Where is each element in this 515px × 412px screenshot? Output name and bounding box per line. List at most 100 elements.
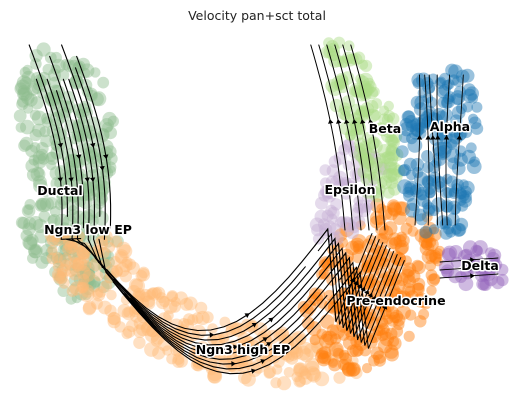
cell-point <box>377 144 392 158</box>
cell-point <box>19 76 33 91</box>
cell-point <box>319 185 332 198</box>
cell-point <box>366 136 380 150</box>
cell-point <box>82 275 93 286</box>
cell-point <box>155 295 170 310</box>
cell-point <box>146 287 159 300</box>
cell-point <box>311 341 323 354</box>
cell-point <box>420 238 433 251</box>
velocity-arrow-head <box>367 292 373 298</box>
cell-point <box>471 101 483 113</box>
cell-point <box>456 200 469 212</box>
cell-point <box>350 335 363 348</box>
cell-point <box>347 216 361 230</box>
cell-point <box>431 175 446 190</box>
cell-point <box>298 370 313 385</box>
cell-point <box>385 347 399 362</box>
velocity-arrow-head <box>68 177 74 183</box>
cell-point <box>76 265 91 280</box>
cell-point <box>390 148 404 162</box>
cell-point <box>57 284 70 297</box>
cell-point <box>82 107 93 119</box>
cell-point <box>389 309 404 323</box>
cell-point <box>326 354 339 367</box>
cell-point <box>272 364 283 375</box>
cell-point <box>90 276 101 288</box>
cell-point <box>385 133 398 147</box>
cell-point <box>419 225 433 239</box>
cell-point <box>331 344 344 356</box>
velocity-arrow-head <box>328 119 334 124</box>
cell-point <box>285 352 299 365</box>
cell-point <box>40 187 51 198</box>
cell-point <box>281 334 294 348</box>
cell-point <box>76 264 90 278</box>
cell-point <box>327 232 340 245</box>
cell-point <box>361 190 375 203</box>
cell-point <box>79 287 95 303</box>
cell-point <box>49 206 61 217</box>
cell-point <box>287 350 299 362</box>
cell-point <box>382 186 395 199</box>
velocity-arrow-head <box>360 119 366 124</box>
cell-point <box>392 211 407 225</box>
cell-point <box>34 229 49 244</box>
cell-point <box>354 137 367 150</box>
cell-point <box>194 301 208 315</box>
cell-point <box>44 235 59 250</box>
cell-point <box>450 114 463 127</box>
cell-point <box>140 322 152 333</box>
cell-point <box>386 143 398 155</box>
cell-point <box>440 108 453 122</box>
cell-point <box>362 83 375 96</box>
cell-point <box>102 122 113 133</box>
cell-point <box>18 139 31 152</box>
cell-point <box>96 225 110 239</box>
cell-point <box>49 265 62 279</box>
cell-point <box>454 187 467 200</box>
cell-point <box>53 272 68 286</box>
cell-point <box>72 119 85 132</box>
velocity-arrow-head <box>416 135 423 140</box>
cell-point <box>451 161 466 176</box>
cell-point <box>317 298 328 309</box>
cell-point <box>348 112 362 126</box>
cell-point <box>73 274 85 285</box>
cell-point <box>424 187 436 199</box>
velocity-stream-line <box>74 67 106 240</box>
cell-point <box>29 128 42 142</box>
cell-point <box>465 142 477 154</box>
velocity-stream-line <box>314 227 373 322</box>
cell-point <box>405 215 417 227</box>
cell-point <box>338 349 350 361</box>
cell-point <box>93 184 109 199</box>
cell-point <box>169 300 181 313</box>
velocity-arrow-head <box>470 273 475 279</box>
cell-point <box>162 345 173 356</box>
cell-point <box>327 301 341 315</box>
cell-point <box>428 273 441 285</box>
cell-point <box>427 160 441 174</box>
cell-point <box>133 324 147 338</box>
velocity-arrow-head <box>470 265 475 271</box>
cell-point <box>30 96 44 110</box>
cell-point <box>359 88 371 100</box>
cell-point <box>50 51 62 64</box>
cell-point <box>84 87 98 101</box>
cell-point <box>412 282 425 296</box>
cell-point <box>438 83 451 97</box>
cell-point <box>415 127 427 139</box>
cell-point <box>363 77 375 90</box>
cell-point <box>32 123 46 138</box>
cell-point <box>479 279 492 291</box>
cell-point <box>340 216 354 230</box>
cell-point <box>354 336 369 351</box>
cell-point <box>123 307 134 318</box>
cell-point <box>425 237 439 252</box>
cell-point <box>467 93 479 104</box>
cell-point <box>152 346 166 360</box>
cell-point <box>192 360 204 372</box>
velocity-arrow-head <box>443 135 450 140</box>
chart-title: Velocity pan+sct total <box>188 8 326 23</box>
cell-point <box>399 117 413 132</box>
cell-point <box>321 351 335 365</box>
